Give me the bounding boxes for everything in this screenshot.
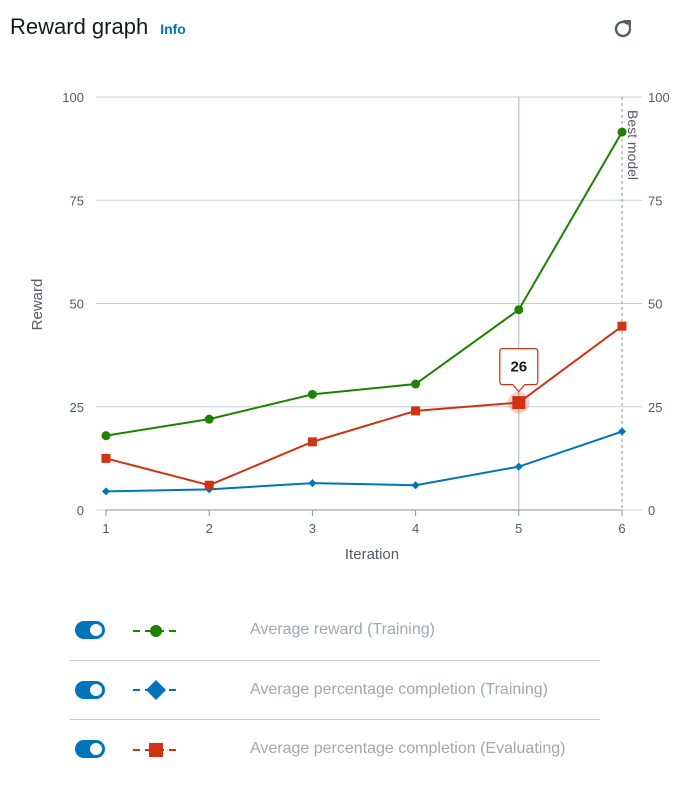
tooltip-value: 26 [510, 359, 527, 376]
y-tick-label: 0 [77, 503, 84, 518]
series-line [105, 325, 623, 487]
square-marker-icon [133, 743, 179, 757]
legend-label: Average percentage completion (Evaluatin… [250, 740, 566, 757]
series-toggle[interactable] [75, 681, 105, 699]
y-tick-label: 100 [62, 90, 84, 105]
x-tick-label: 3 [309, 521, 316, 536]
legend-item: Average percentage completion (Training) [70, 661, 600, 720]
y-tick-label-right: 100 [648, 90, 670, 105]
data-point [514, 462, 523, 471]
series-toggle[interactable] [75, 621, 105, 639]
refresh-button[interactable] [609, 15, 637, 43]
series-line [105, 131, 623, 437]
x-tick-label: 2 [206, 521, 213, 536]
best-model-label: Best model [625, 110, 641, 180]
data-point [514, 305, 524, 315]
circle-marker-icon [133, 625, 179, 637]
data-point [411, 379, 421, 389]
y-tick-label-right: 75 [648, 193, 662, 208]
y-tick-label: 50 [70, 297, 84, 312]
toggle-knob [90, 684, 102, 696]
x-tick-label: 4 [412, 521, 419, 536]
toggle-knob [90, 743, 102, 755]
legend-label: Average reward (Training) [250, 621, 435, 638]
refresh-icon [614, 20, 632, 38]
chart-legend: Average reward (Training) Average percen… [70, 600, 600, 802]
x-axis-title: Iteration [345, 546, 399, 563]
legend-item: Average reward (Training) [70, 600, 600, 661]
data-point [102, 487, 110, 496]
y-tick-label: 75 [70, 193, 84, 208]
data-point [512, 396, 526, 410]
y-tick-label-right: 0 [648, 503, 655, 518]
info-link[interactable]: Info [160, 21, 186, 37]
tooltip-bubble [499, 348, 539, 393]
reward-chart: 0 0 25 25 50 50 75 75 100 100 1 2 3 4 5 6 Iteration Rewar… [29, 90, 670, 563]
data-point [617, 127, 627, 137]
legend-item: Average percentage completion (Evaluatin… [70, 720, 600, 802]
y-axis-title: Reward [29, 279, 46, 331]
data-point [308, 479, 317, 488]
data-point [618, 427, 626, 436]
data-point [617, 321, 627, 331]
data-point [204, 480, 214, 490]
y-tick-label: 25 [70, 400, 84, 415]
x-tick-label: 1 [102, 521, 109, 536]
x-tick-label: 5 [515, 521, 522, 536]
data-point [411, 406, 421, 416]
data-point [411, 481, 420, 490]
series-toggle[interactable] [75, 740, 105, 758]
data-point [101, 453, 111, 463]
y-tick-label-right: 50 [648, 297, 662, 312]
data-point [307, 389, 317, 399]
y-tick-label-right: 25 [648, 400, 662, 415]
page-title: Reward graph [10, 14, 149, 39]
diamond-marker-icon [133, 680, 179, 700]
toggle-knob [90, 624, 102, 636]
x-tick-label: 6 [618, 521, 625, 536]
panel-header: Reward graph Info [10, 14, 186, 40]
data-point [307, 437, 317, 447]
series-line [105, 430, 623, 493]
legend-label: Average percentage completion (Training) [250, 681, 548, 698]
data-point [204, 414, 214, 424]
data-point [101, 431, 111, 441]
